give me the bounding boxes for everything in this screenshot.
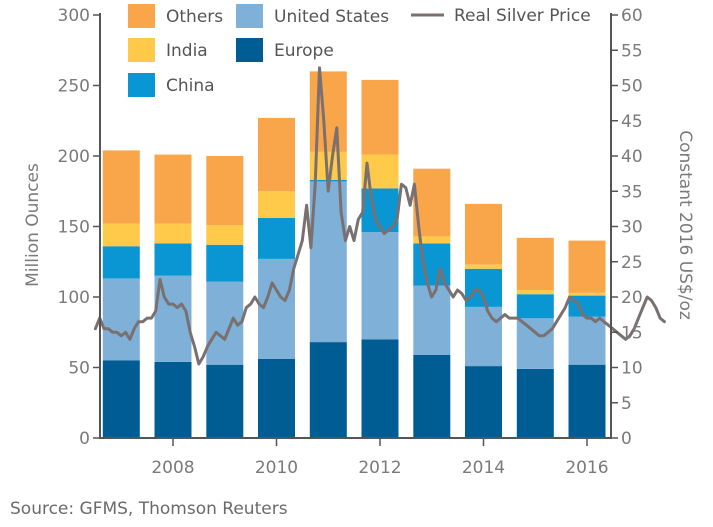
- y-right-tick-label-35: 35: [621, 182, 643, 202]
- real-silver-price-line: [93, 66, 666, 366]
- bar-china-2010: [258, 218, 295, 259]
- bar-europe-2014: [465, 366, 502, 438]
- y-left-tick-label-0: 0: [79, 429, 90, 449]
- bar-europe-2008: [154, 361, 192, 438]
- legend-swatch-others: [128, 4, 155, 28]
- x-tick-label-2016: 2016: [565, 458, 608, 478]
- legend-label-china: China: [166, 76, 215, 96]
- bar-others-2015: [516, 237, 554, 290]
- bar-europe-2011: [309, 342, 347, 438]
- y-right-tick-label-30: 30: [621, 218, 643, 238]
- y-right-axis-title: Constant 2016 US$/oz: [675, 130, 695, 320]
- y-right-tick-label-40: 40: [621, 147, 643, 167]
- bar-europe-2015: [516, 368, 554, 438]
- bar-united-states-2007: [102, 278, 140, 361]
- y-left-axis-title: Million Ounces: [23, 163, 43, 287]
- bar-china-2009: [206, 244, 244, 282]
- legend: Others United States India Europe China Real …: [128, 4, 591, 97]
- bar-others-2016: [568, 240, 606, 293]
- stacked-bars: [102, 71, 606, 438]
- bar-united-states-2016: [568, 316, 606, 365]
- bar-europe-2016: [568, 364, 606, 438]
- y-left-tick-label-300: 300: [58, 6, 90, 26]
- legend-swatch-china: [128, 73, 155, 97]
- bar-others-2010: [258, 117, 295, 192]
- bar-china-2008: [154, 243, 192, 276]
- bar-united-states-2010: [258, 258, 295, 359]
- y-right-tick-label-10: 10: [621, 359, 643, 379]
- bar-europe-2007: [102, 360, 140, 438]
- bar-india-2008: [154, 223, 192, 244]
- bar-india-2015: [516, 290, 554, 295]
- bar-others-2008: [154, 154, 192, 224]
- x-tick-label-2010: 2010: [255, 458, 298, 478]
- x-tick-label-2008: 2008: [151, 458, 194, 478]
- bar-united-states-2012: [361, 232, 399, 340]
- legend-label-india: India: [166, 41, 208, 61]
- bar-united-states-2014: [465, 306, 502, 367]
- y-left-tick-label-100: 100: [58, 288, 90, 308]
- bar-europe-2009: [206, 364, 244, 438]
- bar-others-2012: [361, 79, 399, 155]
- y-left-tick-label-150: 150: [58, 218, 90, 238]
- y-right-tick-label-20: 20: [621, 288, 643, 308]
- legend-swatch-europe: [236, 38, 263, 62]
- legend-label-europe: Europe: [274, 41, 334, 61]
- y-right-tick-label-60: 60: [621, 6, 643, 26]
- y-right-tick-label-45: 45: [621, 112, 643, 132]
- bar-europe-2013: [413, 354, 451, 438]
- legend-label-real-silver-price: Real Silver Price: [454, 6, 591, 26]
- y-right-tick-label-25: 25: [621, 253, 643, 273]
- bar-china-2015: [516, 294, 554, 319]
- bar-india-2016: [568, 292, 606, 296]
- source-note: Source: GFMS, Thomson Reuters: [10, 499, 288, 519]
- legend-label-united-states: United States: [274, 7, 389, 27]
- legend-label-others: Others: [166, 7, 223, 27]
- bar-united-states-2008: [154, 275, 192, 362]
- y-left-tick-label-200: 200: [58, 147, 90, 167]
- bar-others-2007: [102, 150, 140, 224]
- y-right-tick-label-55: 55: [621, 41, 643, 61]
- x-tick-label-2012: 2012: [358, 458, 401, 478]
- y-left-tick-label-250: 250: [58, 77, 90, 97]
- bar-china-2007: [102, 246, 140, 279]
- bar-others-2014: [465, 203, 502, 265]
- bar-india-2007: [102, 223, 140, 247]
- bar-india-2013: [413, 236, 451, 244]
- legend-swatch-india: [128, 38, 155, 62]
- y-right-tick-label-5: 5: [621, 394, 632, 414]
- y-left-tick-label-50: 50: [68, 359, 90, 379]
- y-right-tick-label-15: 15: [621, 323, 643, 343]
- bar-india-2014: [465, 264, 502, 269]
- bar-europe-2010: [258, 359, 295, 438]
- y-right-tick-label-50: 50: [621, 77, 643, 97]
- axes: 0 50 100 150 200 250 300 0 5 10 15 20 25 30 35 40 45 50 55…: [58, 6, 643, 478]
- bar-others-2009: [206, 156, 244, 226]
- legend-swatch-united-states: [236, 4, 263, 28]
- bar-india-2009: [206, 225, 244, 245]
- y-right-tick-label-0: 0: [621, 429, 632, 449]
- bar-europe-2012: [361, 339, 399, 438]
- bar-united-states-2015: [516, 318, 554, 369]
- silver-price-line-group: [93, 66, 666, 366]
- bar-china-2016: [568, 295, 606, 317]
- x-tick-label-2014: 2014: [462, 458, 505, 478]
- bar-india-2010: [258, 191, 295, 218]
